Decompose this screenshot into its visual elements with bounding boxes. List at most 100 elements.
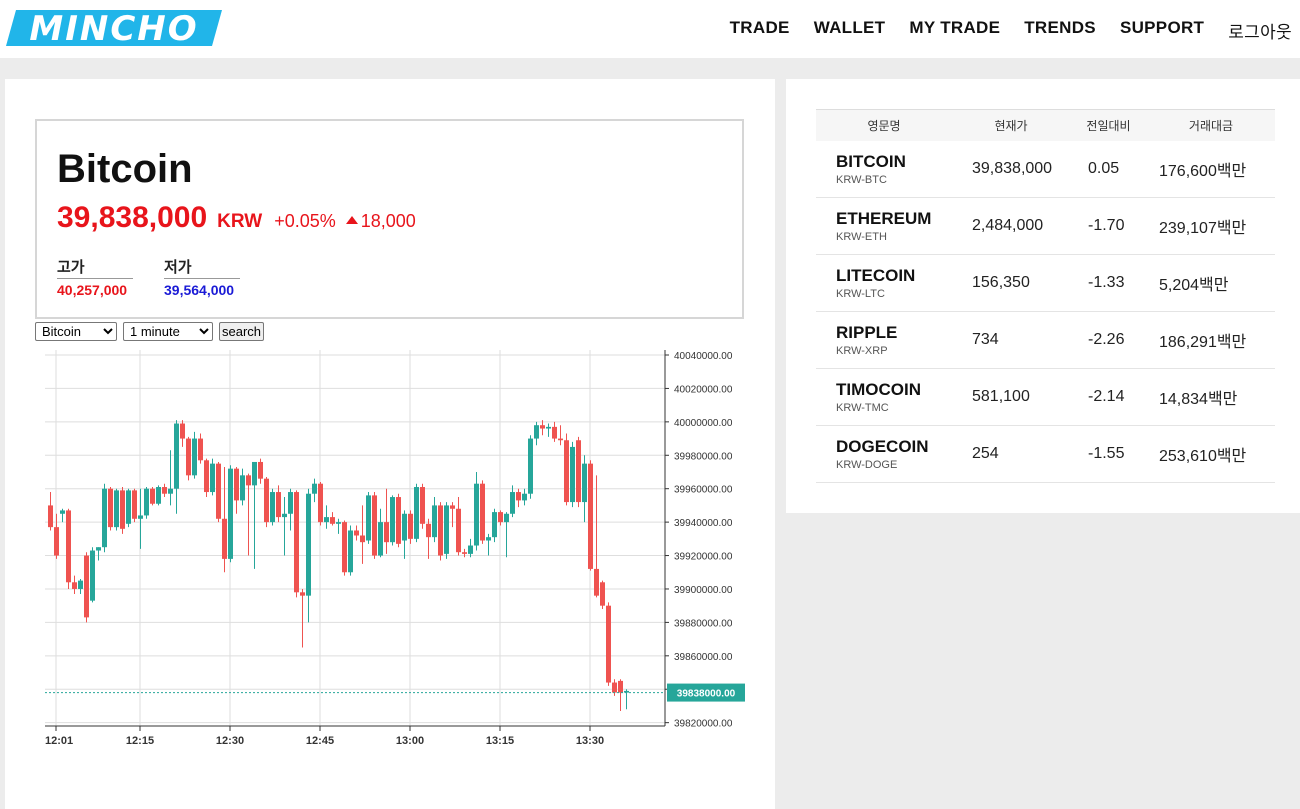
table-row[interactable]: TIMOCOIN KRW-TMC 581,100 -2.14 14,834백만	[816, 368, 1275, 426]
change-amount: 18,000	[360, 211, 416, 231]
candle-body	[378, 522, 383, 556]
candle-body	[120, 490, 125, 529]
candle-body	[246, 475, 251, 486]
candle-body	[114, 490, 119, 528]
candle-body	[456, 508, 461, 553]
coin-row-name[interactable]: ETHEREUM	[836, 209, 932, 228]
candle-body	[312, 483, 317, 494]
candle-body	[150, 488, 155, 504]
table-row[interactable]: LITECOIN KRW-LTC 156,350 -1.33 5,204백만	[816, 254, 1275, 312]
interval-select[interactable]: 1 minute	[123, 322, 213, 341]
coin-row-volume: 176,600백만	[1147, 140, 1275, 198]
market-list-panel: 영문명 현재가 전일대비 거래대금 BITCOIN KRW-BTC 39,838,…	[786, 79, 1300, 513]
table-row[interactable]: BITCOIN KRW-BTC 39,838,000 0.05 176,600백만	[816, 140, 1275, 198]
candlestick-chart[interactable]: 40040000.00 40020000.00 40000000.00 3998000…	[45, 350, 745, 750]
mincho-logo[interactable]: MINCHO	[6, 10, 222, 46]
current-price: 39,838,000	[57, 201, 208, 234]
nav-trade[interactable]: TRADE	[729, 18, 790, 37]
candle-body	[318, 483, 323, 523]
candle-body	[162, 487, 167, 494]
table-row[interactable]: RIPPLE KRW-XRP 734 -2.26 186,291백만	[816, 311, 1275, 369]
coin-row-volume: 186,291백만	[1147, 311, 1275, 369]
coin-row-price: 39,838,000	[952, 140, 1070, 198]
coin-row-volume: 253,610백만	[1147, 425, 1275, 483]
candle-body	[252, 461, 257, 486]
last-price-label: 39838000.00	[677, 689, 736, 700]
y-tick-label: 39820000.00	[674, 719, 733, 730]
y-tick-label: 39940000.00	[674, 518, 733, 529]
candle-body	[288, 492, 293, 514]
table-row[interactable]: ETHEREUM KRW-ETH 2,484,000 -1.70 239,107백…	[816, 197, 1275, 255]
x-tick-label: 13:15	[486, 735, 514, 747]
y-tick-label: 39860000.00	[674, 652, 733, 663]
coin-row-price: 734	[952, 311, 1070, 369]
coin-row-symbol: KRW-TMC	[836, 402, 889, 414]
candle-body	[468, 545, 473, 554]
candle-body	[612, 682, 617, 693]
nav-wallet[interactable]: WALLET	[813, 18, 886, 37]
candle-body	[186, 438, 191, 476]
candle-body	[516, 492, 521, 501]
coin-row-symbol: KRW-ETH	[836, 231, 887, 243]
x-tick-label: 12:01	[45, 735, 73, 747]
coin-row-volume: 239,107백만	[1147, 197, 1275, 255]
coin-row-name[interactable]: TIMOCOIN	[836, 380, 921, 399]
coin-name: Bitcoin	[57, 147, 193, 191]
nav-support[interactable]: SUPPORT	[1119, 18, 1205, 37]
y-tick-label: 40020000.00	[674, 384, 733, 395]
candle-body	[570, 446, 575, 503]
candle-body	[90, 550, 95, 601]
coin-row-name[interactable]: DOGECOIN	[836, 437, 929, 456]
candle-body	[168, 488, 173, 494]
main-nav: TRADE WALLET MY TRADE TRENDS SUPPORT 로그아…	[730, 18, 1292, 43]
candle-body	[450, 505, 455, 509]
candle-body	[498, 512, 503, 523]
coin-row-symbol: KRW-XRP	[836, 345, 888, 357]
price-row: 39,838,000 KRW +0.05% 18,000	[57, 201, 416, 235]
candle-body	[438, 505, 443, 556]
coin-row-symbol: KRW-LTC	[836, 288, 885, 300]
top-navigation-bar: MINCHO TRADE WALLET MY TRADE TRENDS SUPP…	[0, 0, 1300, 58]
candle-body	[600, 582, 605, 606]
coin-row-rate: 0.05	[1070, 140, 1147, 198]
nav-logout[interactable]: 로그아웃	[1228, 23, 1292, 42]
candle-body	[390, 497, 395, 543]
candle-body	[558, 438, 563, 441]
x-tick-label: 12:30	[216, 735, 244, 747]
candle-body	[66, 510, 71, 583]
coin-row-symbol: KRW-DOGE	[836, 459, 898, 471]
candle-body	[624, 690, 629, 693]
candle-body	[72, 582, 77, 589]
market-table: 영문명 현재가 전일대비 거래대금 BITCOIN KRW-BTC 39,838,…	[816, 109, 1275, 483]
price-unit: KRW	[217, 211, 263, 232]
search-button[interactable]: search	[219, 322, 265, 341]
candle-body	[510, 492, 515, 514]
candle-body	[540, 425, 545, 429]
logo-background	[6, 10, 222, 46]
candle-body	[480, 483, 485, 541]
candle-body	[534, 425, 539, 439]
change-percent: +0.05%	[274, 211, 336, 231]
coin-row-name[interactable]: LITECOIN	[836, 266, 916, 285]
candle-body	[258, 461, 263, 479]
candle-body	[474, 483, 479, 546]
candle-body	[228, 468, 233, 559]
table-row[interactable]: DOGECOIN KRW-DOGE 254 -1.55 253,610백만	[816, 425, 1275, 483]
candle-body	[582, 463, 587, 503]
candle-body	[126, 490, 131, 524]
high-price-block: 고가 40,257,000	[57, 256, 133, 298]
candle-body	[342, 522, 347, 573]
candle-body	[210, 463, 215, 493]
coin-row-name[interactable]: BITCOIN	[836, 151, 906, 171]
candle-body	[330, 517, 335, 524]
candle-body	[414, 487, 419, 539]
coin-row-rate: -1.55	[1070, 425, 1147, 483]
nav-trends[interactable]: TRENDS	[1024, 18, 1096, 37]
candle-body	[348, 530, 353, 573]
coin-row-name[interactable]: RIPPLE	[836, 323, 898, 342]
coin-select[interactable]: Bitcoin	[35, 322, 117, 341]
candle-body	[528, 438, 533, 494]
up-triangle-icon	[345, 216, 358, 224]
x-tick-label: 12:45	[306, 735, 334, 747]
nav-my-trade[interactable]: MY TRADE	[909, 18, 1001, 37]
